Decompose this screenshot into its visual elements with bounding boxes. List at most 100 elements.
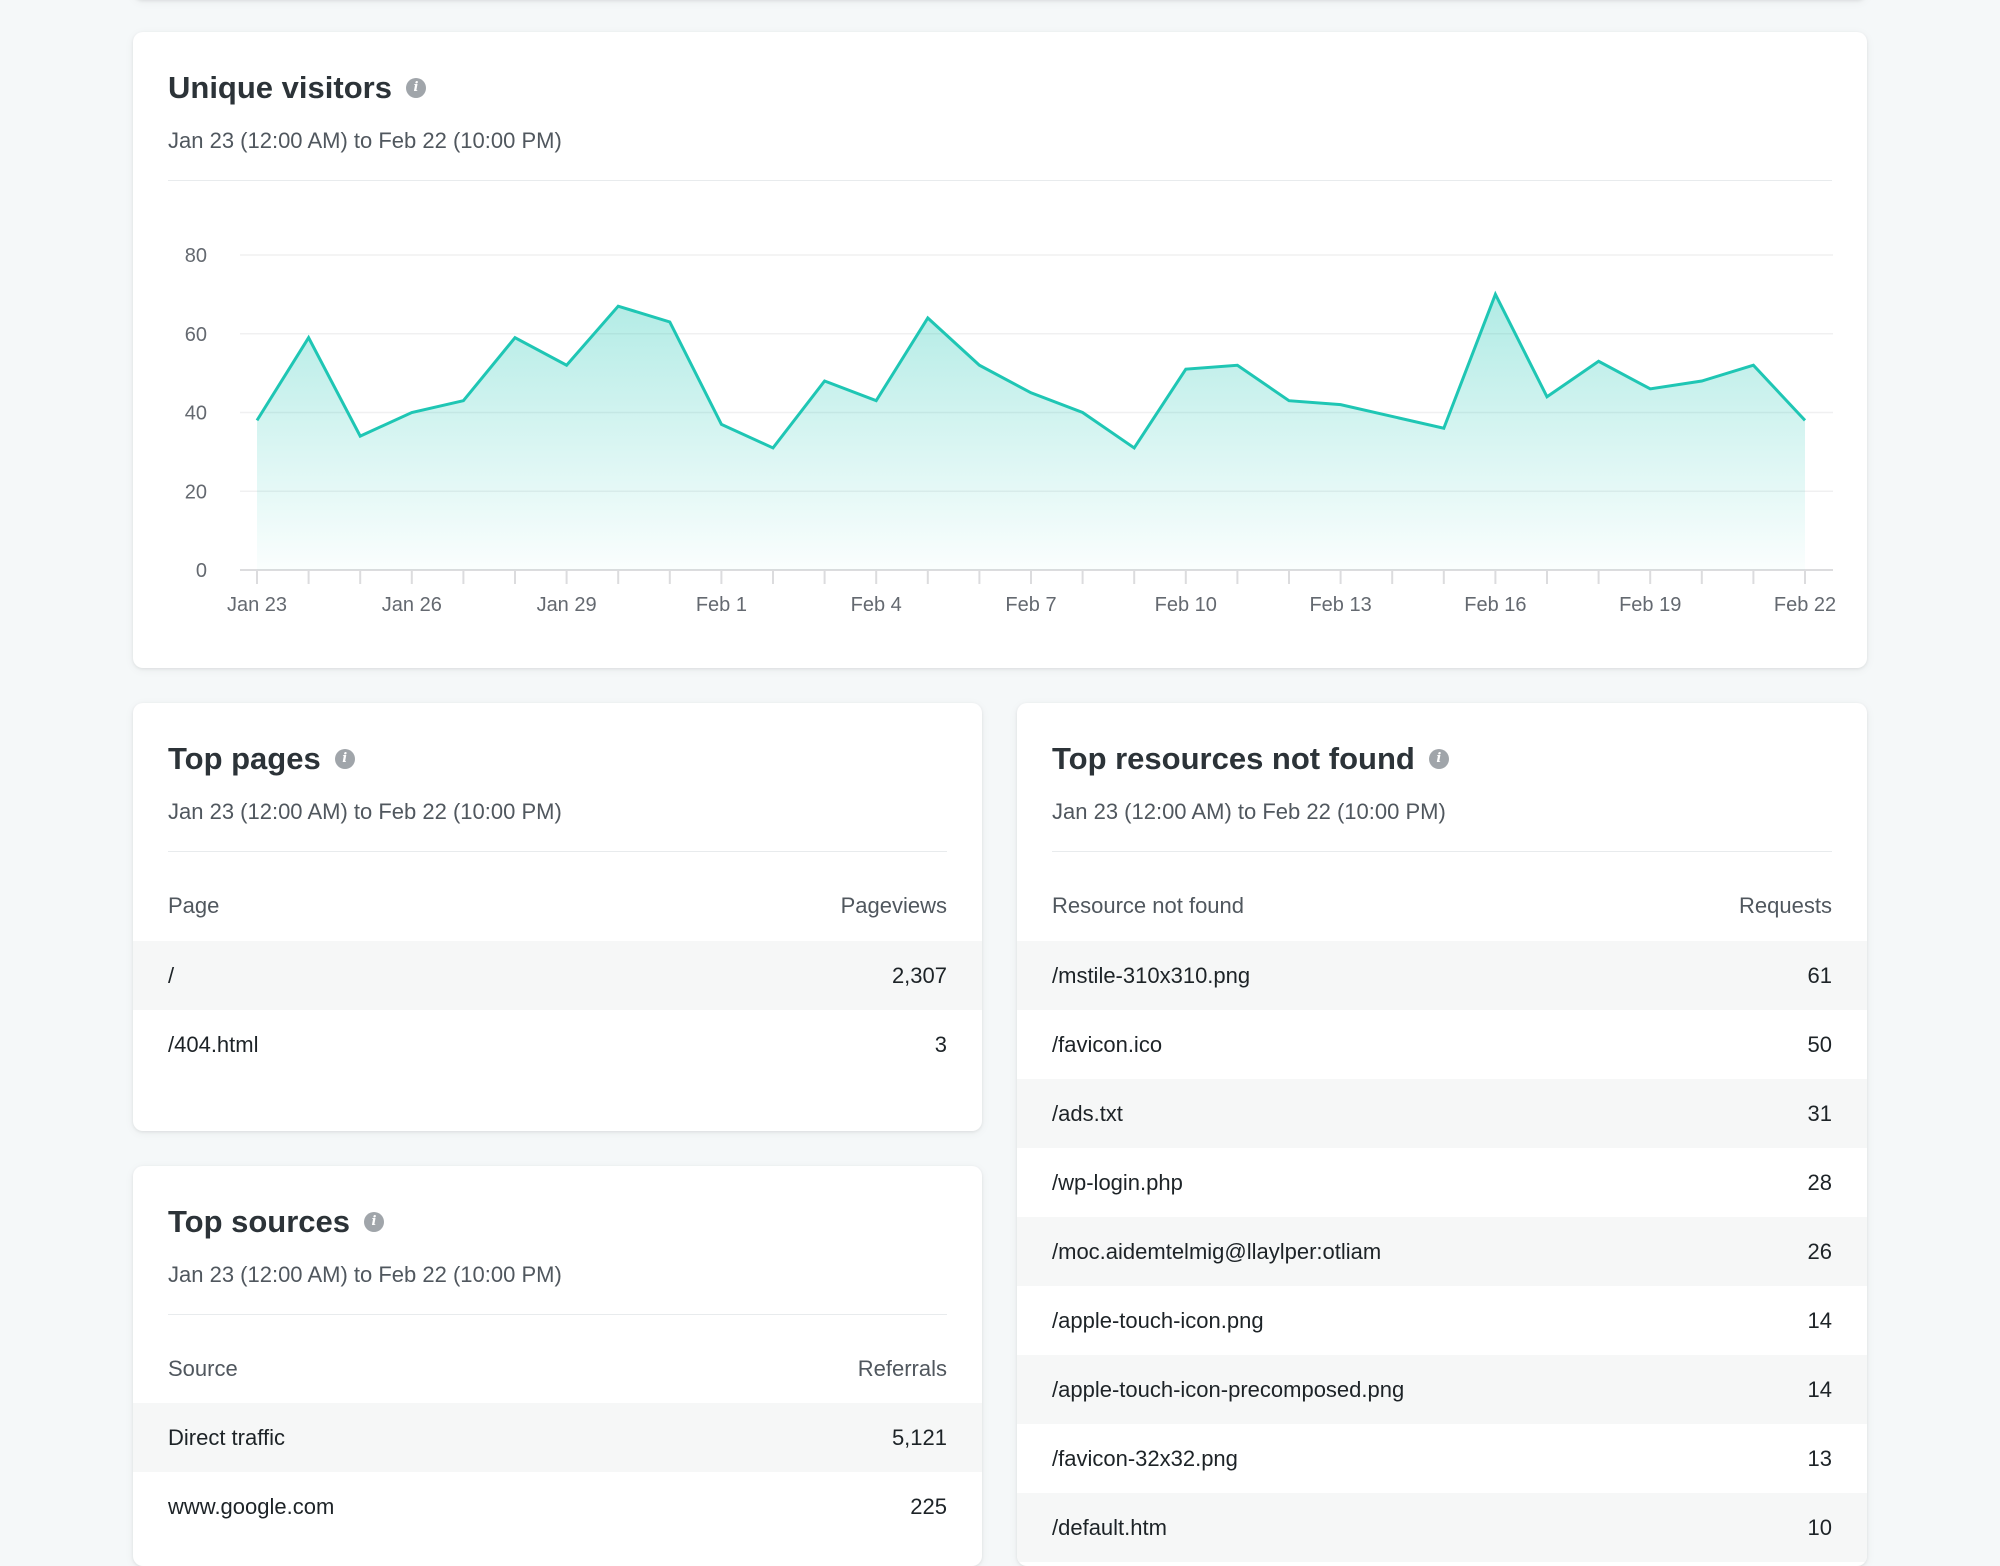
y-tick-label: 0 — [196, 560, 207, 582]
data-point — [667, 319, 673, 325]
row-source: Direct traffic — [168, 1424, 285, 1450]
data-point — [718, 421, 724, 427]
table-row[interactable]: /wp-login.php 28 — [1017, 1148, 1867, 1217]
card-title-text: Top sources — [168, 1204, 351, 1239]
data-point — [1389, 413, 1395, 419]
x-tick-label: Feb 13 — [1309, 594, 1371, 616]
data-point — [1802, 417, 1808, 423]
table-row[interactable]: /favicon-32x32.png 13 — [1017, 1424, 1867, 1493]
x-tick-label: Feb 22 — [1774, 594, 1836, 616]
header-divider — [168, 851, 947, 852]
x-tick-label: Feb 10 — [1155, 594, 1217, 616]
row-resource: /wp-login.php — [1052, 1169, 1183, 1195]
date-range: Jan 23 (12:00 AM) to Feb 22 (10:00 PM) — [168, 1262, 562, 1287]
column-header-referrals: Referrals — [857, 1356, 947, 1381]
y-tick-label: 40 — [185, 403, 207, 425]
table-row[interactable]: /apple-touch-icon.png 14 — [1017, 1286, 1867, 1355]
table-row[interactable]: Direct traffic 5,121 — [133, 1403, 982, 1472]
data-point — [873, 398, 879, 404]
row-resource: /favicon.ico — [1052, 1031, 1163, 1057]
data-point — [254, 417, 260, 423]
info-icon[interactable]: i — [334, 749, 355, 769]
row-requests: 13 — [1807, 1445, 1832, 1471]
table-row[interactable]: /favicon.ico 50 — [1017, 1010, 1867, 1079]
row-requests: 50 — [1807, 1031, 1832, 1057]
info-icon[interactable]: i — [1428, 749, 1449, 769]
data-point — [1338, 402, 1344, 408]
table-header: Source Referrals — [168, 1356, 947, 1396]
data-point — [1131, 445, 1137, 451]
column-header-requests: Requests — [1739, 893, 1832, 918]
table-row[interactable]: /mstile-310x310.png 61 — [1017, 941, 1867, 1010]
data-point — [1234, 362, 1240, 368]
row-referrals: 5,121 — [891, 1424, 947, 1450]
data-point — [1183, 366, 1189, 372]
y-tick-label: 20 — [185, 481, 207, 503]
row-source: www.google.com — [168, 1493, 335, 1519]
table-row[interactable]: /404.html 3 — [133, 1010, 982, 1079]
info-icon[interactable]: i — [405, 78, 426, 98]
data-point — [1750, 362, 1756, 368]
row-page: / — [168, 962, 175, 988]
card-title-text: Top resources not found — [1052, 741, 1415, 776]
data-point — [1596, 358, 1602, 364]
table-row[interactable]: /apple-touch-icon-precomposed.png 14 — [1017, 1355, 1867, 1424]
data-point — [460, 398, 466, 404]
row-requests: 14 — [1807, 1376, 1832, 1402]
x-tick-label: Jan 26 — [382, 594, 442, 616]
row-resource: /moc.aidemtelmig@llaylper:otliam — [1052, 1238, 1382, 1264]
data-point — [976, 362, 982, 368]
row-requests: 61 — [1807, 962, 1832, 988]
visitors-chart: 0 20 40 60 80 Jan 23 Jan 26 Jan 29 Feb 1 Feb 4 Feb… — [185, 245, 1836, 616]
date-range: Jan 23 (12:00 AM) to Feb 22 (10:00 PM) — [168, 128, 562, 153]
table-row[interactable]: /ads.txt 31 — [1017, 1079, 1867, 1148]
table-row[interactable]: /moc.aidemtelmig@llaylper:otliam 26 — [1017, 1217, 1867, 1286]
x-tick-label: Feb 7 — [1005, 594, 1056, 616]
table-row[interactable]: / 2,307 — [133, 941, 982, 1010]
header-divider — [168, 1314, 947, 1315]
data-point — [1441, 425, 1447, 431]
data-point — [822, 378, 828, 384]
data-point — [1699, 378, 1705, 384]
row-requests: 31 — [1807, 1100, 1832, 1126]
row-resource: /apple-touch-icon-precomposed.png — [1052, 1376, 1405, 1402]
top-resources-not-found-card: Top resources not found i Jan 23 (12:00 … — [1017, 703, 1867, 1566]
card-title: Top resources not found i — [1052, 741, 1449, 777]
data-point — [1647, 386, 1653, 392]
column-header-page: Page — [168, 893, 220, 918]
table-header: Resource not found Requests — [1052, 893, 1832, 933]
data-point — [1492, 291, 1498, 297]
header-divider — [1052, 851, 1832, 852]
data-point — [1028, 390, 1034, 396]
row-requests: 14 — [1807, 1307, 1832, 1333]
x-tick-label: Feb 4 — [851, 594, 902, 616]
data-point — [1544, 394, 1550, 400]
top-sources-card: Top sources i Jan 23 (12:00 AM) to Feb 2… — [133, 1166, 982, 1566]
table-row[interactable]: /default.htm 10 — [1017, 1493, 1867, 1562]
row-resource: /mstile-310x310.png — [1052, 962, 1251, 988]
row-requests: 28 — [1807, 1169, 1832, 1195]
column-header-pageviews: Pageviews — [840, 893, 947, 918]
row-resource: /ads.txt — [1052, 1100, 1123, 1126]
series-area-fill — [257, 294, 1805, 570]
data-point — [357, 433, 363, 439]
table-row[interactable]: www.google.com 225 — [133, 1472, 982, 1541]
info-icon[interactable]: i — [364, 1212, 385, 1232]
row-pageviews: 2,307 — [891, 962, 947, 988]
x-tick-label: Feb 1 — [696, 594, 747, 616]
x-tick-label: Feb 19 — [1619, 594, 1681, 616]
x-tick-label: Jan 23 — [227, 594, 287, 616]
data-point — [1286, 398, 1292, 404]
y-tick-label: 60 — [185, 324, 207, 346]
series-line — [255, 290, 1807, 451]
row-pageviews: 3 — [934, 1031, 947, 1057]
row-requests: 10 — [1807, 1514, 1832, 1540]
data-point — [409, 410, 415, 416]
x-tick-label: Feb 16 — [1464, 594, 1526, 616]
row-page: /404.html — [168, 1031, 259, 1057]
data-point — [615, 303, 621, 309]
column-header-source: Source — [168, 1356, 238, 1381]
column-header-resource: Resource not found — [1052, 893, 1245, 918]
card-title: Unique visitors i — [168, 70, 426, 106]
header-divider — [168, 180, 1832, 181]
